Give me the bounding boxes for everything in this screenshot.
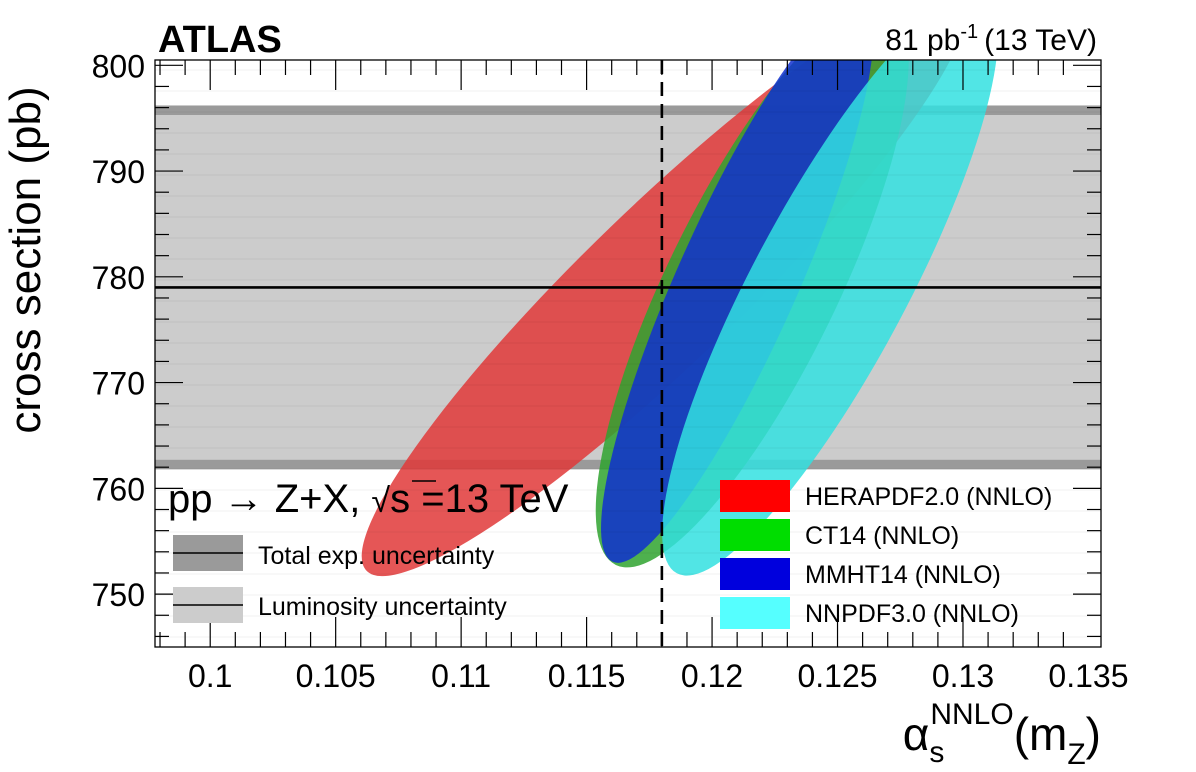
x-tick-label: 0.135 [1048, 658, 1128, 694]
legend-label-nnpdf: NNPDF3.0 (NNLO) [805, 600, 1019, 628]
x-tick-label: 0.12 [681, 658, 743, 694]
y-tick-label: 780 [92, 260, 145, 296]
legend-label-herapdf: HERAPDF2.0 (NNLO) [805, 483, 1052, 511]
legend-swatch-mmht14 [720, 558, 790, 590]
y-axis-label: cross section (pb) [1, 86, 50, 433]
legend-label-mmht14: MMHT14 (NNLO) [805, 561, 1001, 589]
x-tick-label: 0.13 [932, 658, 994, 694]
experiment-label: ATLAS [158, 19, 282, 61]
legend-label-total: Total exp. uncertainty [258, 542, 495, 570]
x-tick-label: 0.115 [548, 658, 626, 694]
ellipse-2 [601, 60, 874, 563]
x-tick-label: 0.125 [797, 658, 877, 694]
legend-swatch-ct14 [720, 519, 790, 551]
plot-frame [154, 59, 1102, 648]
legend-label-lumi: Luminosity uncertainty [258, 593, 507, 621]
process-label: pp → Z+X, √s =13 TeV [168, 477, 569, 521]
pdf-legend: HERAPDF2.0 (NNLO) CT14 (NNLO) MMHT14 (NN… [720, 480, 1052, 629]
legend-swatch-nnpdf [720, 597, 790, 629]
y-tick-label: 790 [92, 154, 145, 190]
uncertainty-legend: Total exp. uncertainty Luminosity uncert… [173, 535, 507, 623]
x-tick-label: 0.1 [188, 658, 232, 694]
x-axis-label: αsNNLO(mZ) [903, 698, 1101, 771]
luminosity-label: 81 pb-1 (13 TeV) [885, 21, 1097, 57]
legend-label-ct14: CT14 (NNLO) [805, 522, 959, 550]
plot-area [155, 60, 1101, 647]
x-tick-label: 0.11 [431, 658, 491, 694]
ellipse-3 [662, 60, 998, 576]
y-tick-label: 750 [92, 577, 145, 613]
x-tick-label: 0.105 [296, 658, 376, 694]
axes: 750 760 770 780 790 800 0.1 0.105 0.11 0.115 0.12 0… [92, 48, 1129, 694]
y-tick-label: 760 [92, 471, 145, 507]
legend-swatch-herapdf [720, 480, 790, 512]
y-tick-label: 770 [92, 366, 145, 402]
y-tick-label: 800 [92, 48, 145, 84]
